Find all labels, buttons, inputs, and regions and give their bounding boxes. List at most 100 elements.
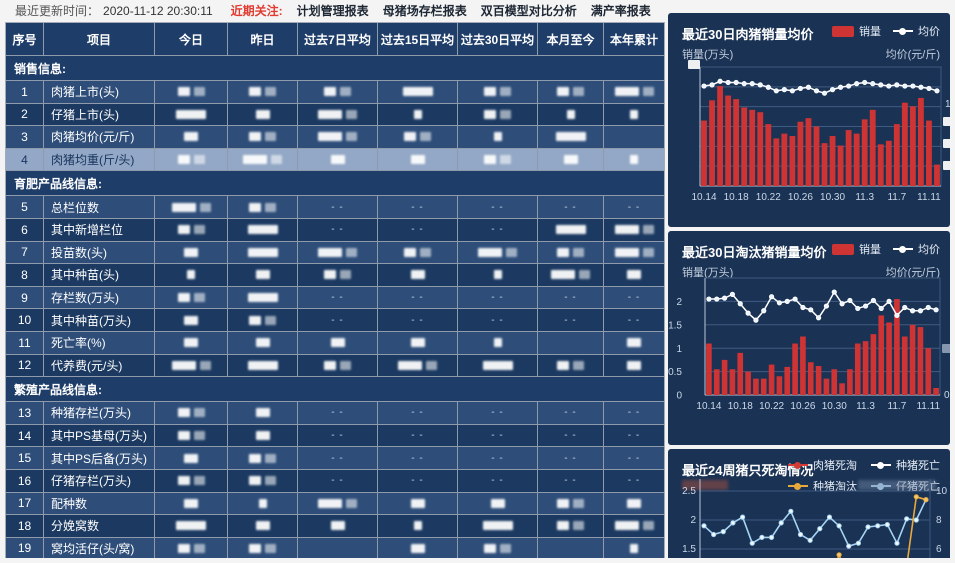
- redacted-value: [346, 498, 357, 508]
- nav-capacity-report[interactable]: 满产率报表: [590, 4, 651, 18]
- redacted-value: [177, 408, 190, 418]
- redacted-value: [247, 293, 278, 303]
- row-number: 17: [6, 492, 44, 515]
- redacted-value: [642, 87, 654, 97]
- row-number: 10: [6, 309, 44, 331]
- table-row[interactable]: 17 配种数: [6, 491, 664, 515]
- redacted-value: [324, 87, 336, 97]
- table-row[interactable]: 11 死亡率(%): [6, 330, 664, 354]
- value-cell: [604, 538, 664, 560]
- table-row[interactable]: 2 仔猪上市(头): [6, 102, 664, 126]
- recent-focus-label: 近期关注:: [230, 4, 283, 18]
- nav-plan-report[interactable]: 计划管理报表: [296, 4, 369, 18]
- value-cell: [378, 264, 458, 286]
- table-row[interactable]: 7 投苗数(头): [6, 240, 664, 264]
- redacted-value: [420, 132, 431, 142]
- value-cell: - -: [378, 309, 458, 331]
- value-cell: - -: [298, 469, 378, 492]
- nav-model-compare-report[interactable]: 双百模型对比分析: [480, 4, 577, 18]
- svg-text:2: 2: [676, 297, 682, 308]
- value-cell: [155, 103, 228, 126]
- redacted-value: [247, 360, 278, 370]
- value-cell: [458, 492, 538, 515]
- legend-item-sales[interactable]: 销量: [832, 23, 881, 39]
- legend-item-sales[interactable]: 销量: [832, 241, 881, 257]
- row-number: 15: [6, 447, 44, 469]
- redacted-value: [184, 338, 198, 348]
- redacted-value: [176, 109, 206, 119]
- table-row[interactable]: 14 其中PS基母(万头) - -- -- -- -- -: [6, 423, 664, 447]
- redacted-value: [627, 338, 641, 348]
- redacted-value: [642, 225, 654, 235]
- redacted-value: [557, 87, 569, 97]
- table-row[interactable]: 1 肉猪上市(头): [6, 80, 664, 103]
- table-row[interactable]: 12 代养费(元/头): [6, 353, 664, 377]
- table-row[interactable]: 16 仔猪存栏(万头) - -- -- -- -- -: [6, 468, 664, 492]
- redacted-value: [573, 87, 584, 97]
- chart-title: 最近24周猪只死淘情况: [682, 463, 814, 478]
- redacted-value: [346, 132, 357, 142]
- value-cell: [458, 126, 538, 148]
- legend-item-price[interactable]: 均价: [893, 241, 940, 257]
- value-cell: [228, 447, 298, 469]
- table-row[interactable]: 13 种猪存栏(万头) - -- -- -- -- -: [6, 401, 664, 424]
- value-cell: [155, 218, 228, 241]
- table-header-row: 序号 项目 今日 昨日 过去7日平均 过去15日平均 过去30日平均 本月至今 本年累计: [6, 23, 664, 55]
- value-cell: [155, 469, 228, 492]
- value-cell: [155, 241, 228, 264]
- legend-item-breeder-death[interactable]: 种猪死亡: [871, 457, 940, 473]
- redacted-value: [318, 132, 342, 142]
- value-cell: - -: [538, 402, 604, 424]
- column-header: 过去7日平均: [298, 23, 378, 55]
- row-item-label: 其中PS后备(万头): [44, 447, 155, 469]
- redacted-value: [506, 247, 517, 257]
- table-row[interactable]: 4 肉猪均重(斤/头): [6, 147, 664, 171]
- table-row[interactable]: 5 总栏位数 - -- -- -- -- -: [6, 195, 664, 218]
- value-cell: [378, 492, 458, 515]
- svg-text:0.5: 0.5: [668, 367, 682, 378]
- table-row[interactable]: 18 分娩窝数: [6, 514, 664, 537]
- redacted-value: [187, 270, 195, 280]
- table-row[interactable]: 15 其中PS后备(万头) - -- -- -- -- -: [6, 446, 664, 469]
- legend-item-piglet-death[interactable]: 仔猪死亡: [871, 478, 940, 494]
- redacted-value: [490, 498, 505, 508]
- y-axis-left-label: 销量(万头): [682, 49, 734, 61]
- redacted-value: [614, 225, 639, 235]
- redacted-value: [171, 360, 196, 370]
- redacted-value: [402, 87, 433, 97]
- value-cell: [538, 241, 604, 264]
- redacted-value: [199, 202, 211, 212]
- table-row[interactable]: 3 肉猪均价(元/斤): [6, 125, 664, 148]
- redacted-value: [330, 521, 345, 531]
- table-row[interactable]: 10 其中种苗(万头) - -- -- -- -- -: [6, 308, 664, 331]
- value-cell: [458, 331, 538, 354]
- value-cell: - -: [538, 424, 604, 447]
- redacted-value: [630, 543, 638, 553]
- svg-text:11.7: 11.7: [888, 401, 907, 412]
- chart-title: 最近30日淘汰猪销量均价: [682, 245, 827, 260]
- legend-item-price[interactable]: 均价: [893, 23, 940, 39]
- legend-item-meat-pig-death[interactable]: 肉猪死淘: [788, 457, 857, 473]
- table-row[interactable]: 9 存栏数(万头) - -- -- -- -- -: [6, 285, 664, 309]
- value-cell: [228, 515, 298, 537]
- row-number: 4: [6, 148, 44, 171]
- redacted-value: [247, 225, 278, 235]
- value-cell: [155, 309, 228, 331]
- report-table: 序号 项目 今日 昨日 过去7日平均 过去15日平均 过去30日平均 本月至今 本年累计 销售信息…: [5, 22, 665, 561]
- section-header-row: 繁殖产品线信息:: [6, 376, 664, 402]
- legend-item-breeder-cull[interactable]: 种猪淘汰: [788, 478, 857, 494]
- nav-sow-farm-report[interactable]: 母猪场存栏报表: [382, 4, 467, 18]
- value-cell: [228, 331, 298, 354]
- redacted-value: [614, 247, 639, 257]
- row-number: 11: [6, 331, 44, 354]
- row-number: 16: [6, 469, 44, 492]
- value-cell: [155, 264, 228, 286]
- table-row[interactable]: 19 窝均活仔(头/窝): [6, 536, 664, 560]
- table-row[interactable]: 8 其中种苗(头): [6, 263, 664, 286]
- value-cell: [538, 354, 604, 377]
- value-cell: [298, 331, 378, 354]
- row-item-label: 死亡率(%): [44, 331, 155, 354]
- redacted-value: [573, 521, 584, 531]
- table-row[interactable]: 6 其中新增栏位 - -- -- -: [6, 217, 664, 241]
- value-cell: [604, 126, 664, 148]
